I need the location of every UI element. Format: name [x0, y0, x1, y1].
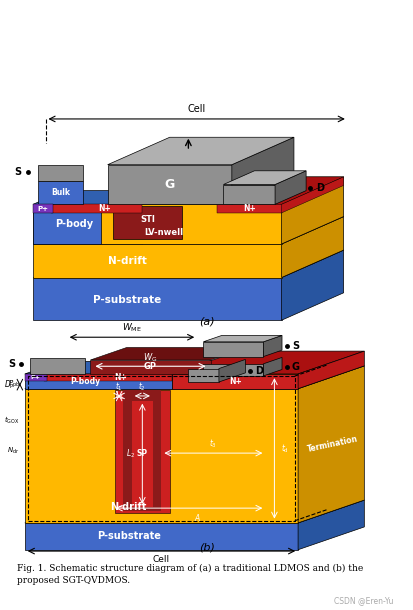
Text: D: D	[255, 366, 263, 376]
Polygon shape	[33, 250, 343, 278]
Polygon shape	[281, 217, 343, 278]
Text: $A$: $A$	[193, 512, 200, 523]
Polygon shape	[30, 358, 85, 374]
Polygon shape	[101, 177, 343, 204]
Text: P-substrate: P-substrate	[97, 531, 160, 541]
Text: $t_2$: $t_2$	[138, 381, 146, 393]
Text: P-body: P-body	[55, 219, 93, 229]
Text: Fig. 1. Schematic structure diagram of (a) a traditional LDMOS and (b) the: Fig. 1. Schematic structure diagram of (…	[17, 564, 362, 573]
Polygon shape	[25, 500, 363, 523]
Polygon shape	[33, 278, 281, 320]
Polygon shape	[107, 137, 293, 165]
Text: N+: N+	[114, 373, 126, 382]
Polygon shape	[223, 184, 274, 204]
Polygon shape	[131, 401, 152, 507]
Polygon shape	[44, 374, 172, 381]
Polygon shape	[223, 171, 305, 184]
Text: Termination: Termination	[306, 434, 358, 454]
Text: S: S	[14, 167, 21, 178]
Text: $t_1$: $t_1$	[115, 380, 123, 393]
Text: P+: P+	[38, 206, 48, 212]
Polygon shape	[33, 190, 173, 204]
Text: $L_1$: $L_1$	[114, 389, 123, 401]
Text: N+: N+	[97, 204, 110, 213]
Polygon shape	[263, 336, 281, 357]
Polygon shape	[172, 351, 363, 374]
Text: $t_{\mathregular{GOX}}$: $t_{\mathregular{GOX}}$	[4, 415, 20, 426]
Polygon shape	[216, 177, 343, 204]
Polygon shape	[263, 357, 281, 376]
Polygon shape	[33, 204, 53, 213]
Polygon shape	[274, 171, 305, 204]
Text: STI: STI	[140, 215, 154, 224]
Polygon shape	[33, 217, 343, 244]
Text: S: S	[291, 341, 298, 351]
Polygon shape	[216, 204, 281, 213]
Text: SP: SP	[136, 450, 147, 458]
Text: GP: GP	[144, 362, 157, 371]
Text: CSDN @Eren-Yu: CSDN @Eren-Yu	[333, 596, 392, 605]
Polygon shape	[297, 500, 363, 550]
Polygon shape	[90, 348, 247, 360]
Text: N+: N+	[228, 377, 241, 386]
Text: $W_{\mathregular{G}}$: $W_{\mathregular{G}}$	[143, 351, 157, 364]
Text: $W_{\mathregular{ME}}$: $W_{\mathregular{ME}}$	[122, 321, 142, 334]
Polygon shape	[25, 374, 47, 381]
Text: $t_3$: $t_3$	[209, 437, 217, 450]
Text: P-substrate: P-substrate	[93, 295, 161, 305]
Polygon shape	[203, 364, 263, 376]
Text: LV-nwell: LV-nwell	[144, 228, 183, 237]
Text: P-body: P-body	[70, 377, 100, 386]
Polygon shape	[231, 137, 293, 204]
Polygon shape	[33, 244, 281, 278]
Polygon shape	[203, 336, 281, 342]
Polygon shape	[188, 368, 218, 382]
Text: $D_{\mathregular{P}}$: $D_{\mathregular{P}}$	[4, 378, 15, 391]
Text: S: S	[9, 359, 16, 369]
Text: N+: N+	[242, 204, 255, 213]
Polygon shape	[33, 204, 142, 244]
Polygon shape	[123, 390, 161, 511]
Text: Cell: Cell	[152, 554, 170, 564]
Polygon shape	[101, 204, 281, 244]
Polygon shape	[50, 204, 142, 213]
Polygon shape	[172, 374, 297, 389]
Polygon shape	[107, 165, 231, 204]
Text: proposed SGT-QVDMOS.: proposed SGT-QVDMOS.	[17, 576, 129, 586]
Polygon shape	[25, 389, 297, 523]
Text: D: D	[316, 182, 324, 193]
Text: (b): (b)	[199, 542, 214, 553]
Polygon shape	[281, 177, 343, 213]
Polygon shape	[25, 366, 363, 389]
Polygon shape	[115, 390, 169, 514]
Polygon shape	[90, 360, 210, 374]
Text: $t_{\mathregular{d}}$: $t_{\mathregular{d}}$	[280, 442, 288, 454]
Polygon shape	[25, 523, 297, 550]
Polygon shape	[38, 165, 83, 182]
Text: G: G	[291, 362, 299, 371]
Text: G: G	[164, 178, 174, 191]
Polygon shape	[297, 351, 363, 389]
Text: Cell: Cell	[187, 104, 205, 115]
Polygon shape	[33, 204, 142, 244]
Text: P+: P+	[31, 375, 40, 380]
Polygon shape	[218, 359, 245, 382]
Text: N-drift: N-drift	[110, 502, 147, 512]
Polygon shape	[112, 206, 182, 239]
Text: Bulk: Bulk	[51, 188, 70, 198]
Polygon shape	[25, 374, 172, 389]
Polygon shape	[297, 366, 363, 523]
Text: $P_{\mathregular{pb}}$: $P_{\mathregular{pb}}$	[8, 379, 20, 390]
Text: $L_2$: $L_2$	[126, 448, 135, 460]
Text: $N_{\mathregular{dr}}$: $N_{\mathregular{dr}}$	[7, 445, 20, 456]
Text: N-drift: N-drift	[108, 256, 147, 267]
Polygon shape	[281, 250, 343, 320]
Polygon shape	[203, 342, 263, 357]
Text: (a): (a)	[199, 317, 214, 326]
Polygon shape	[281, 177, 343, 244]
Polygon shape	[38, 182, 83, 204]
Polygon shape	[25, 361, 208, 374]
